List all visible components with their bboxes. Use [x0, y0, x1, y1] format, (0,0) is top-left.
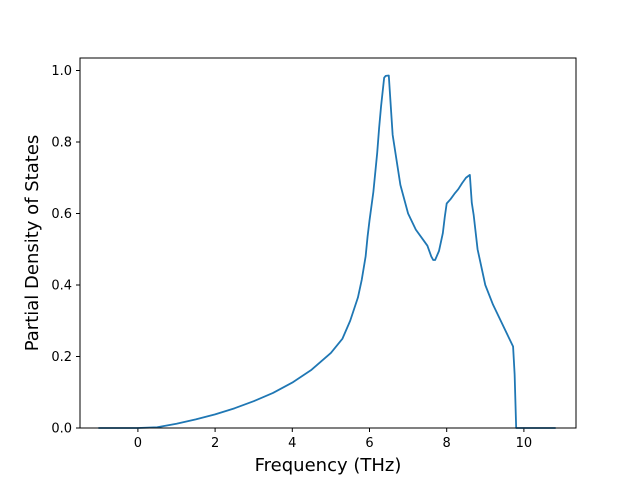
y-axis-ticks: 0.0 0.2 0.4 0.6 0.8 1.0	[51, 64, 80, 437]
x-tick-label: 6	[365, 436, 373, 451]
y-tick-label: 0.2	[51, 350, 72, 365]
plot-frame	[79, 57, 577, 429]
x-tick-label: 8	[443, 436, 451, 451]
y-tick-label: 0.4	[51, 279, 72, 294]
x-axis-ticks: 0 2 4 6 8 10	[134, 428, 532, 451]
y-tick-label: 0.0	[51, 422, 72, 437]
x-tick-label: 2	[211, 436, 219, 451]
pdos-series-line	[98, 74, 556, 429]
y-tick-label: 0.8	[51, 136, 72, 151]
x-axis-title: Frequency (THz)	[255, 455, 402, 476]
plot-area	[80, 58, 576, 428]
y-axis-title: Partial Density of States	[22, 135, 43, 352]
x-tick-label: 0	[134, 436, 142, 451]
x-tick-label: 4	[288, 436, 296, 451]
x-tick-label: 10	[516, 436, 533, 451]
y-tick-label: 1.0	[51, 64, 72, 79]
y-tick-label: 0.6	[51, 207, 72, 222]
